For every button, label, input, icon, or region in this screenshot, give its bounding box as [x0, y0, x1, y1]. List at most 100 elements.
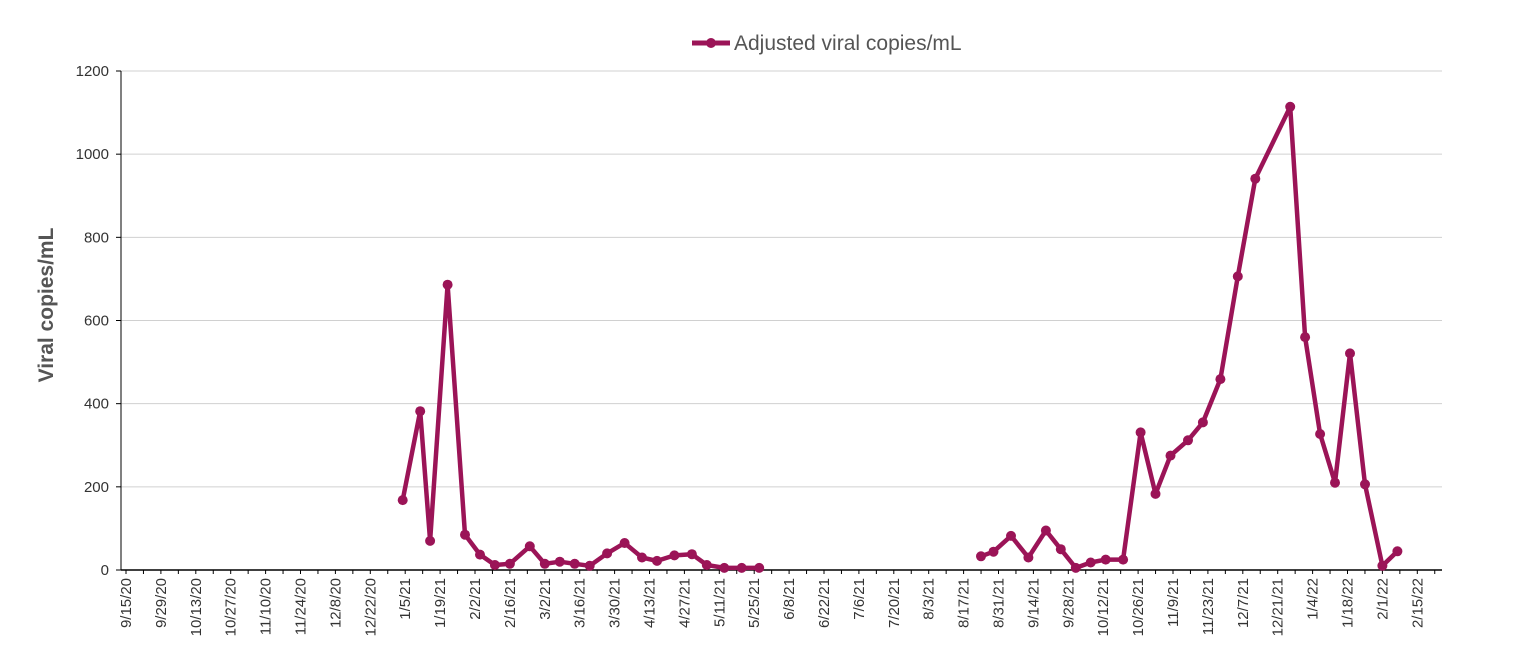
data-point [1232, 271, 1243, 282]
y-tick-label: 800 [84, 229, 109, 246]
x-tick-label: 10/27/20 [223, 578, 240, 636]
data-point [460, 529, 470, 540]
x-tick-label: 10/13/20 [188, 578, 205, 636]
x-tick-label: 12/7/21 [1235, 578, 1252, 628]
x-tick-label: 9/14/21 [1025, 578, 1042, 628]
x-tick-label: 12/21/21 [1270, 578, 1287, 636]
data-point [475, 549, 485, 560]
legend: Adjusted viral copies/mL [692, 32, 962, 55]
x-tick-label: 9/15/20 [118, 578, 135, 628]
data-point [1023, 552, 1034, 563]
y-axis-label: Viral copies/mL [35, 227, 58, 382]
data-point [602, 548, 613, 559]
data-point [701, 560, 712, 570]
data-point [736, 562, 747, 573]
data-point [754, 562, 765, 573]
data-point [1183, 435, 1193, 446]
data-point [1300, 332, 1311, 343]
data-point [988, 546, 999, 557]
data-point [1392, 546, 1403, 557]
data-point [504, 558, 515, 569]
data-point [1360, 479, 1370, 490]
x-tick-label: 11/24/20 [293, 578, 310, 635]
data-point [1215, 374, 1226, 385]
x-tick-label: 2/1/22 [1374, 578, 1391, 620]
data-point [539, 558, 550, 569]
x-tick-label: 7/20/21 [886, 578, 903, 628]
y-tick-label: 1200 [76, 63, 109, 80]
data-point [1085, 557, 1096, 568]
data-point [1250, 173, 1261, 184]
y-tick-labels: 0 200 400 600 800 1000 1200 [76, 63, 109, 579]
x-tick-label: 8/17/21 [956, 578, 973, 628]
x-tick-label: 2/16/21 [502, 578, 519, 628]
x-tick-label: 8/3/21 [921, 578, 938, 620]
data-point [1197, 417, 1208, 428]
x-tick-label: 3/2/21 [537, 578, 554, 620]
x-tick-label: 9/28/21 [1060, 578, 1077, 628]
legend-marker-icon [706, 38, 716, 48]
legend-entry: Adjusted viral copies/mL [734, 32, 962, 55]
x-tick-label: 6/8/21 [781, 578, 798, 620]
data-point [1285, 101, 1296, 112]
x-tick-label: 1/19/21 [432, 578, 449, 628]
x-tick-label: 6/22/21 [816, 578, 833, 628]
x-tick-label: 2/2/21 [467, 578, 484, 620]
series-points [397, 101, 1403, 573]
axes [116, 70, 1442, 574]
x-tick-label: 4/13/21 [642, 578, 659, 628]
x-tick-label: 5/25/21 [746, 578, 763, 628]
x-tick-label: 11/10/20 [258, 578, 275, 635]
data-point [489, 560, 500, 570]
y-tick-label: 0 [101, 562, 109, 579]
data-point [584, 560, 595, 571]
data-point [397, 495, 408, 506]
x-tick-label: 11/23/21 [1200, 578, 1217, 635]
data-point [1118, 554, 1129, 565]
data-point [652, 555, 662, 566]
x-tick-label: 5/11/21 [711, 578, 728, 627]
data-point [415, 406, 426, 417]
x-tick-label: 1/4/22 [1305, 578, 1322, 620]
data-point [1345, 348, 1355, 359]
y-tick-label: 600 [84, 313, 109, 330]
data-point [524, 541, 535, 552]
y-tick-label: 1000 [76, 146, 109, 163]
data-point [1055, 544, 1066, 555]
x-tick-label: 12/8/20 [327, 578, 344, 628]
y-tick-label: 200 [84, 479, 109, 496]
data-point [686, 549, 697, 560]
data-point [442, 279, 453, 290]
data-point [719, 562, 730, 573]
series-line [978, 104, 1400, 571]
data-point [1377, 560, 1388, 571]
data-point [1315, 429, 1326, 439]
x-tick-label: 4/27/21 [676, 578, 693, 628]
data-point [1150, 488, 1161, 499]
series-line [400, 282, 762, 571]
data-point [976, 551, 986, 562]
x-tick-label: 8/31/21 [991, 578, 1008, 628]
data-point [425, 535, 436, 546]
x-tick-label: 2/15/22 [1409, 578, 1426, 628]
x-tick-label: 1/18/22 [1340, 578, 1357, 628]
x-tick-label: 7/6/21 [851, 578, 868, 620]
x-tick-label: 1/5/21 [397, 578, 414, 620]
series-lines [400, 104, 1400, 571]
data-point [1040, 525, 1051, 536]
data-point [1135, 427, 1146, 438]
x-tick-label: 12/22/20 [362, 578, 379, 636]
data-point [569, 558, 580, 569]
x-tick-label: 10/12/21 [1095, 578, 1112, 636]
x-tick-label: 3/16/21 [572, 578, 589, 628]
data-point [554, 556, 565, 567]
x-tick-label: 3/30/21 [607, 578, 624, 628]
x-tick-label: 11/9/21 [1165, 578, 1182, 627]
y-tick-label: 400 [84, 396, 109, 413]
x-tick-labels: 9/15/20 9/29/20 10/13/20 10/27/20 11/10/20 11… [118, 578, 1426, 636]
data-point [1006, 530, 1016, 541]
data-point [619, 538, 630, 548]
data-point [669, 550, 680, 561]
gridlines [121, 70, 1442, 488]
